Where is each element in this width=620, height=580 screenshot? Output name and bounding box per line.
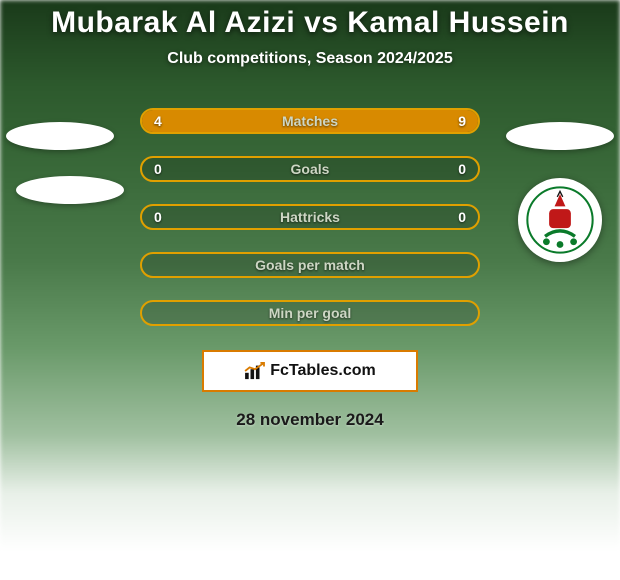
date-label: 28 november 2024 <box>0 410 620 430</box>
stat-row: Min per goal <box>140 300 480 326</box>
stat-label: Hattricks <box>280 209 340 225</box>
brand-chart-icon <box>244 362 266 380</box>
player-photo-right-1 <box>506 122 614 150</box>
stat-label: Min per goal <box>269 305 351 321</box>
stat-row: Goals per match <box>140 252 480 278</box>
brand-label: FcTables.com <box>270 362 376 380</box>
stat-row: 0 0 Goals <box>140 156 480 182</box>
stat-label: Matches <box>282 113 338 129</box>
stat-value-right: 0 <box>458 161 466 177</box>
stat-label: Goals per match <box>255 257 365 273</box>
club-crest-right <box>518 178 602 262</box>
stat-value-left: 0 <box>154 209 162 225</box>
stat-value-right: 0 <box>458 209 466 225</box>
player-photo-left-1 <box>6 122 114 150</box>
page-title: Mubarak Al Azizi vs Kamal Hussein <box>0 6 620 40</box>
stat-fill-right <box>246 110 478 132</box>
subtitle: Club competitions, Season 2024/2025 <box>0 50 620 68</box>
stat-label: Goals <box>291 161 330 177</box>
stat-value-left: 4 <box>154 113 162 129</box>
stat-row: 0 0 Hattricks <box>140 204 480 230</box>
stat-value-left: 0 <box>154 161 162 177</box>
stat-value-right: 9 <box>458 113 466 129</box>
brand-box[interactable]: FcTables.com <box>202 350 418 392</box>
stat-row: 4 9 Matches <box>140 108 480 134</box>
club-badge-left <box>16 176 124 204</box>
